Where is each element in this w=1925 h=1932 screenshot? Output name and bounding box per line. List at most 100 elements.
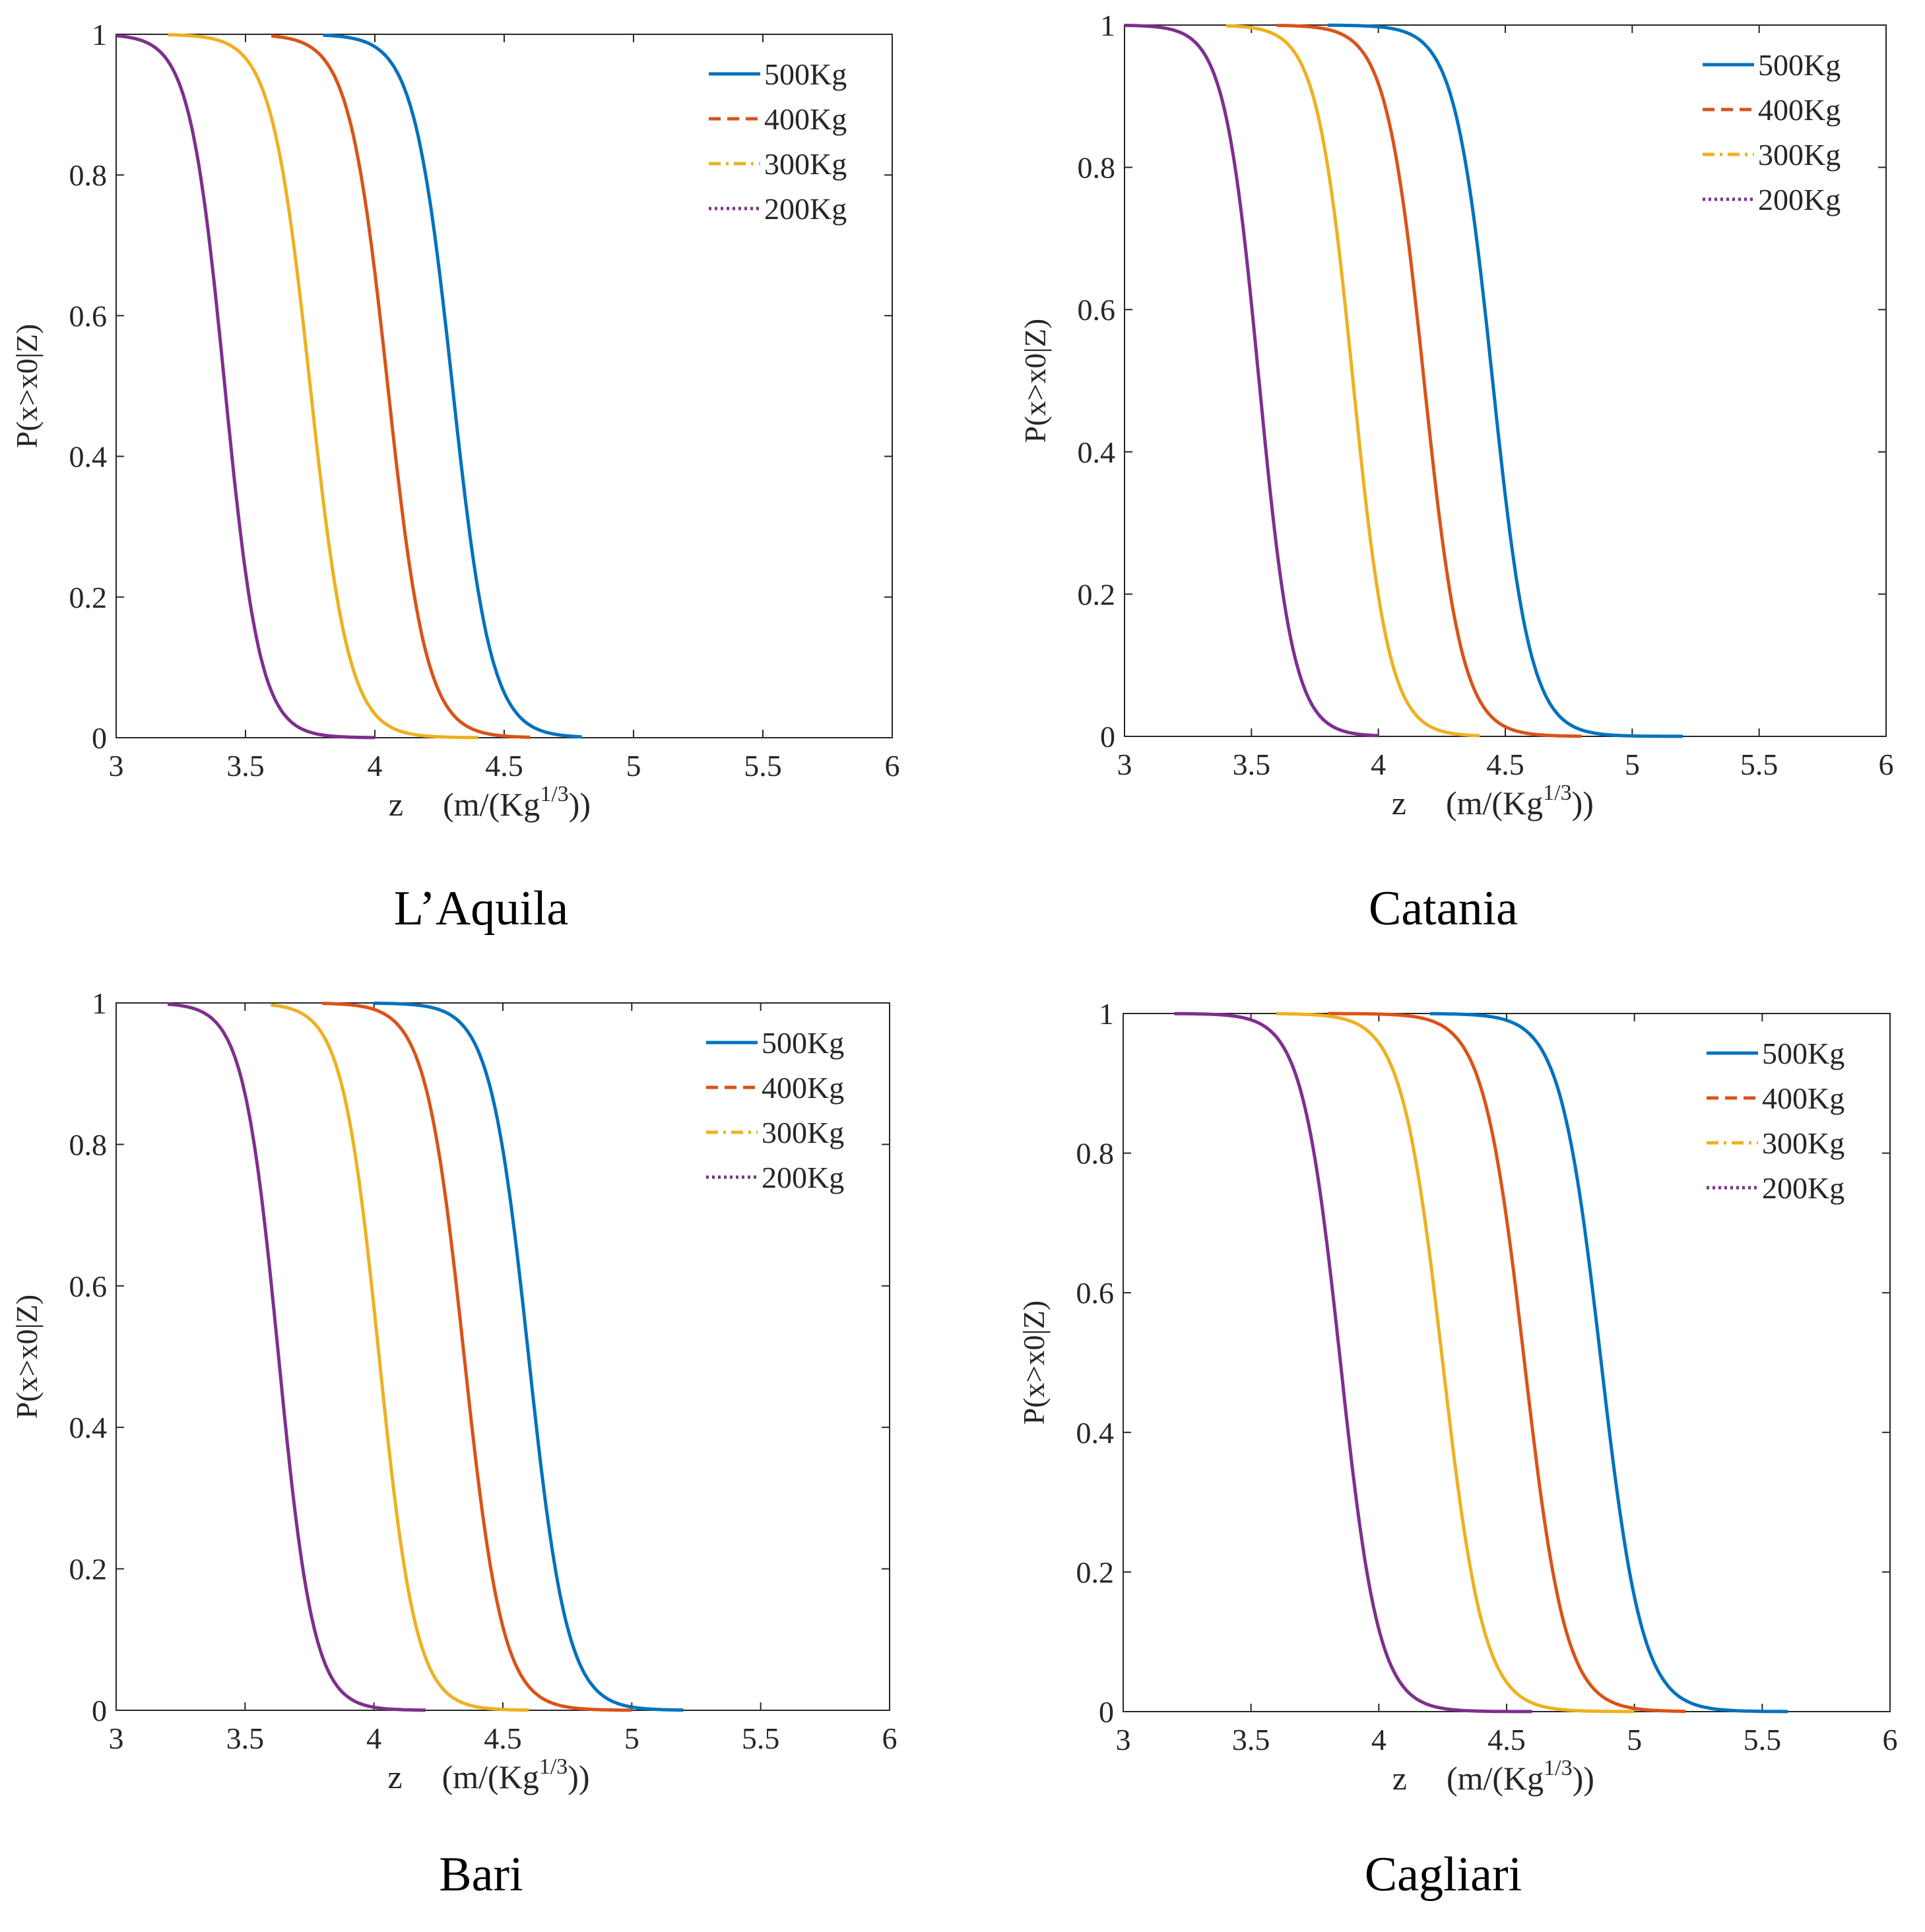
x-tick-label: 3.5 (226, 1722, 265, 1755)
y-tick-label: 0.2 (1076, 1555, 1115, 1589)
x-tick-label: 3 (1116, 1723, 1131, 1756)
x-tick-label: 5.5 (744, 749, 782, 783)
y-axis-label: P(x>x0|Z) (10, 1295, 44, 1419)
x-axis-unit-close: )) (1572, 785, 1594, 821)
axes-box (1124, 24, 1887, 737)
x-tick-label: 4.5 (1487, 1723, 1526, 1756)
x-tick-label: 6 (885, 749, 900, 783)
x-axis-unit-exponent: 1/3 (1543, 781, 1571, 805)
y-tick-label: 0.8 (1078, 151, 1116, 185)
y-tick-label: 0.6 (1076, 1276, 1115, 1310)
series-line-500Kg (1327, 23, 1683, 738)
x-axis-unit-close: )) (568, 1758, 589, 1795)
x-axis-unit-exponent: 1/3 (540, 782, 568, 806)
series-line-400Kg (322, 1002, 632, 1712)
legend-label-200Kg: 200Kg (1762, 1171, 1844, 1205)
series-line-300Kg (1225, 24, 1480, 738)
x-axis-unit: (m/(Kg1/3)) (443, 782, 591, 823)
series-line-300Kg (168, 33, 478, 740)
chart-panel-bari: 3 3.5 4 4.5 5 5.5 6 0 0.2 0.4 0.6 0.8 1 P(x>x0|Z) z (m/… (0, 966, 962, 1932)
x-tick-label: 4 (368, 749, 383, 783)
series-line-200Kg (1174, 1012, 1532, 1714)
x-tick-label: 3.5 (1233, 748, 1271, 781)
x-tick-label: 4.5 (485, 749, 523, 783)
legend-label-400Kg: 400Kg (1762, 1081, 1844, 1115)
y-tick-label: 1 (1099, 997, 1114, 1031)
legend-label-500Kg: 500Kg (1762, 1037, 1844, 1070)
legend-label-300Kg: 300Kg (1762, 1126, 1844, 1160)
legend-label-400Kg: 400Kg (764, 102, 847, 136)
legend-label-200Kg: 200Kg (762, 1161, 844, 1194)
x-tick-label: 3.5 (226, 749, 265, 783)
x-tick-label: 5 (626, 749, 641, 783)
series-line-200Kg (167, 1002, 426, 1712)
series-line-500Kg (1429, 1012, 1788, 1714)
y-tick-label: 0 (92, 1694, 107, 1727)
x-tick-label: 4.5 (484, 1722, 522, 1755)
x-tick-label: 6 (1883, 1723, 1898, 1756)
chart-bari: 3 3.5 4 4.5 5 5.5 6 0 0.2 0.4 0.6 0.8 1 P(x>x0|Z) z (m/… (10, 986, 897, 1795)
x-axis-unit-exponent: 1/3 (539, 1755, 568, 1779)
x-tick-label: 4 (1371, 1723, 1387, 1756)
y-tick-label: 0.2 (1078, 577, 1116, 611)
chart-caption: Bari (439, 1848, 523, 1902)
axes-box (1123, 1013, 1891, 1712)
x-axis-label: z (1392, 785, 1406, 821)
series-line-400Kg (271, 34, 531, 739)
chart-caption: Cagliari (1364, 1848, 1522, 1902)
y-axis-label: P(x>x0|Z) (10, 324, 44, 448)
x-tick-label: 5 (1627, 1723, 1642, 1756)
x-tick-label: 5.5 (742, 1722, 780, 1755)
series-line-200Kg (1124, 23, 1379, 738)
series-line-400Kg (1276, 24, 1582, 738)
x-axis-unit-close: )) (1573, 1760, 1594, 1797)
y-tick-label: 0.8 (69, 158, 108, 192)
x-axis-label: z (1392, 1760, 1407, 1797)
legend-label-500Kg: 500Kg (762, 1026, 844, 1060)
chart-catania: 3 3.5 4 4.5 5 5.5 6 0 0.2 0.4 0.6 0.8 1 P(x>x0|Z) z (m/… (1018, 9, 1894, 821)
x-axis-unit-exponent: 1/3 (1544, 1756, 1572, 1780)
y-tick-label: 1 (1100, 9, 1115, 42)
legend-label-500Kg: 500Kg (1758, 48, 1841, 82)
x-tick-label: 3 (109, 749, 124, 783)
y-tick-label: 0.6 (69, 1270, 108, 1303)
legend-label-200Kg: 200Kg (1758, 183, 1841, 216)
y-tick-label: 0.4 (1078, 435, 1116, 469)
chart-panel-catania: 3 3.5 4 4.5 5 5.5 6 0 0.2 0.4 0.6 0.8 1 P(x>x0|Z) z (m/… (962, 0, 1924, 966)
x-tick-label: 6 (882, 1722, 897, 1755)
x-tick-label: 3 (1117, 748, 1132, 781)
series-line-200Kg (115, 34, 375, 740)
chart-laquila: 3 3.5 4 4.5 5 5.5 6 0 0.2 0.4 0.6 0.8 1 P(x>x0|Z) z (m/… (10, 18, 900, 823)
x-tick-label: 4 (1371, 748, 1386, 781)
legend-label-400Kg: 400Kg (1758, 93, 1841, 127)
x-axis-unit: (m/(Kg1/3)) (442, 1755, 590, 1795)
y-tick-label: 0 (92, 721, 107, 755)
y-tick-label: 0.8 (69, 1128, 108, 1161)
x-axis-label: z (389, 786, 403, 823)
legend-label-500Kg: 500Kg (764, 57, 847, 91)
y-tick-label: 0 (1100, 720, 1115, 754)
chart-caption: L’Aquila (393, 882, 569, 936)
x-axis-unit: (m/(Kg1/3)) (1446, 781, 1594, 821)
y-tick-label: 1 (92, 18, 107, 51)
x-axis-unit-close: )) (569, 786, 591, 823)
axes-box (115, 34, 893, 738)
y-tick-label: 0.6 (1078, 293, 1116, 327)
x-tick-label: 4.5 (1486, 748, 1524, 781)
y-tick-label: 0.4 (69, 1411, 108, 1444)
series-line-500Kg (374, 1001, 684, 1712)
y-tick-label: 0.2 (69, 1553, 108, 1586)
y-tick-label: 0 (1099, 1695, 1114, 1729)
legend-label-300Kg: 300Kg (764, 147, 847, 181)
x-axis-label: z (387, 1758, 402, 1795)
chart-cagliari: 3 3.5 4 4.5 5 5.5 6 0 0.2 0.4 0.6 0.8 1 P(x>x0|Z) z (m/… (1017, 997, 1898, 1797)
series-line-500Kg (323, 33, 582, 739)
y-tick-label: 0.6 (69, 299, 108, 333)
y-axis-label: P(x>x0|Z) (1018, 319, 1052, 443)
chart-caption: Catania (1368, 882, 1518, 936)
y-tick-label: 0.8 (1076, 1137, 1115, 1171)
y-tick-label: 1 (92, 986, 107, 1020)
series-line-300Kg (1276, 1012, 1635, 1714)
series-line-400Kg (1327, 1012, 1686, 1714)
series-line-300Kg (271, 1003, 529, 1712)
